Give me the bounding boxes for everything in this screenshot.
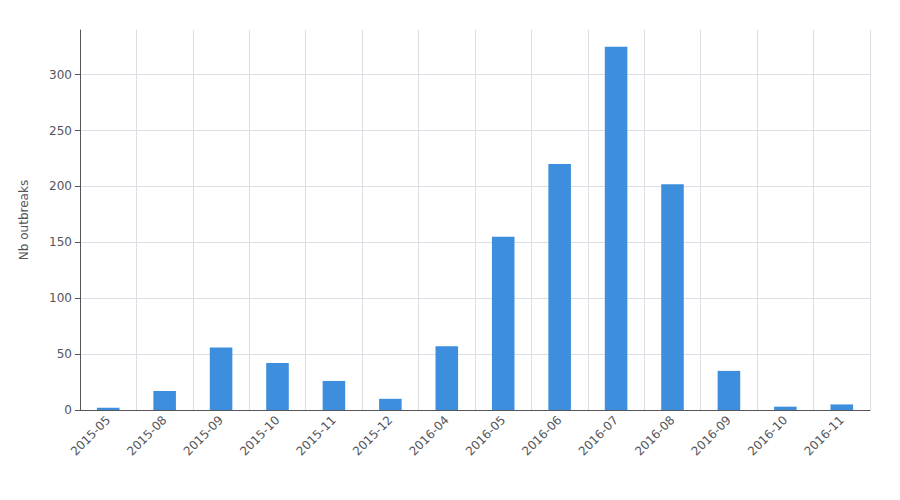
svg-text:2016-07: 2016-07 [576,413,621,458]
svg-text:300: 300 [49,68,72,82]
svg-text:150: 150 [49,235,72,249]
svg-text:2016-06: 2016-06 [519,413,564,458]
svg-text:2015-08: 2015-08 [124,413,169,458]
svg-text:2015-12: 2015-12 [350,413,395,458]
svg-text:2015-09: 2015-09 [181,413,226,458]
svg-text:50: 50 [57,347,72,361]
svg-text:2016-09: 2016-09 [689,413,734,458]
svg-text:2016-05: 2016-05 [463,413,508,458]
svg-text:2016-08: 2016-08 [632,413,677,458]
svg-text:Nb outbreaks: Nb outbreaks [17,180,31,260]
svg-text:250: 250 [49,124,72,138]
svg-text:2015-05: 2015-05 [68,413,113,458]
svg-text:0: 0 [64,403,72,417]
svg-text:2016-11: 2016-11 [801,413,846,458]
svg-text:2016-10: 2016-10 [745,413,790,458]
svg-text:200: 200 [49,179,72,193]
svg-text:2015-10: 2015-10 [237,413,282,458]
svg-text:100: 100 [49,291,72,305]
svg-text:2015-11: 2015-11 [294,413,339,458]
svg-text:2016-04: 2016-04 [406,413,451,458]
